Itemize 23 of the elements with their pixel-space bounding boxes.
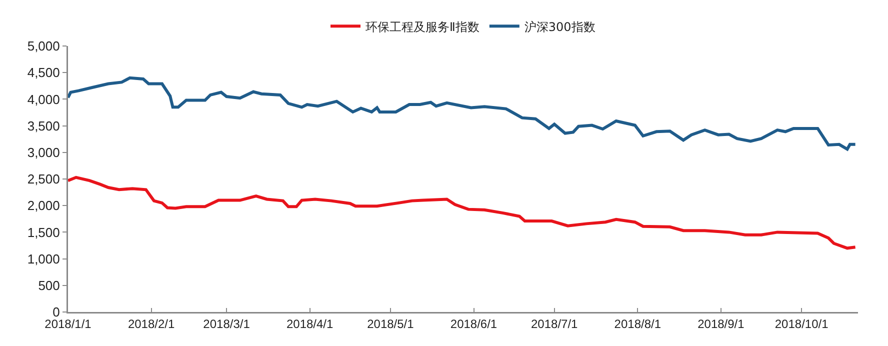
y-tick-label: 4,500 — [27, 65, 60, 80]
line-series — [68, 76, 857, 151]
x-tick-label: 2018/2/1 — [128, 316, 175, 331]
y-tick-label: 3,000 — [27, 144, 60, 160]
y-tick-label: 5,000 — [27, 38, 60, 54]
y-tick-label: 4,000 — [27, 92, 60, 107]
x-tick-label: 2018/10/1 — [774, 316, 829, 331]
y-tick-label: 2,000 — [27, 198, 60, 214]
x-tick-label: 2018/6/1 — [450, 316, 498, 331]
x-tick-label: 2018/3/1 — [203, 316, 250, 331]
y-tick-label: 2,500 — [27, 172, 60, 187]
line-series — [68, 176, 857, 250]
legend-label: 环保工程及服务Ⅱ指数 — [366, 20, 480, 34]
legend-label: 沪深300指数 — [524, 20, 596, 34]
y-tick-label: 1,500 — [27, 224, 60, 240]
x-tick-label: 2018/9/1 — [698, 316, 745, 331]
x-tick-label: 2018/8/1 — [614, 316, 662, 331]
y-tick-label: 3,500 — [27, 118, 60, 134]
y-tick-label: 500 — [38, 278, 60, 293]
x-tick-label: 2018/7/1 — [531, 316, 578, 331]
x-tick-label: 2018/4/1 — [286, 316, 334, 331]
x-tick-label: 2018/5/1 — [367, 316, 414, 331]
y-tick-label: 1,000 — [27, 251, 60, 266]
